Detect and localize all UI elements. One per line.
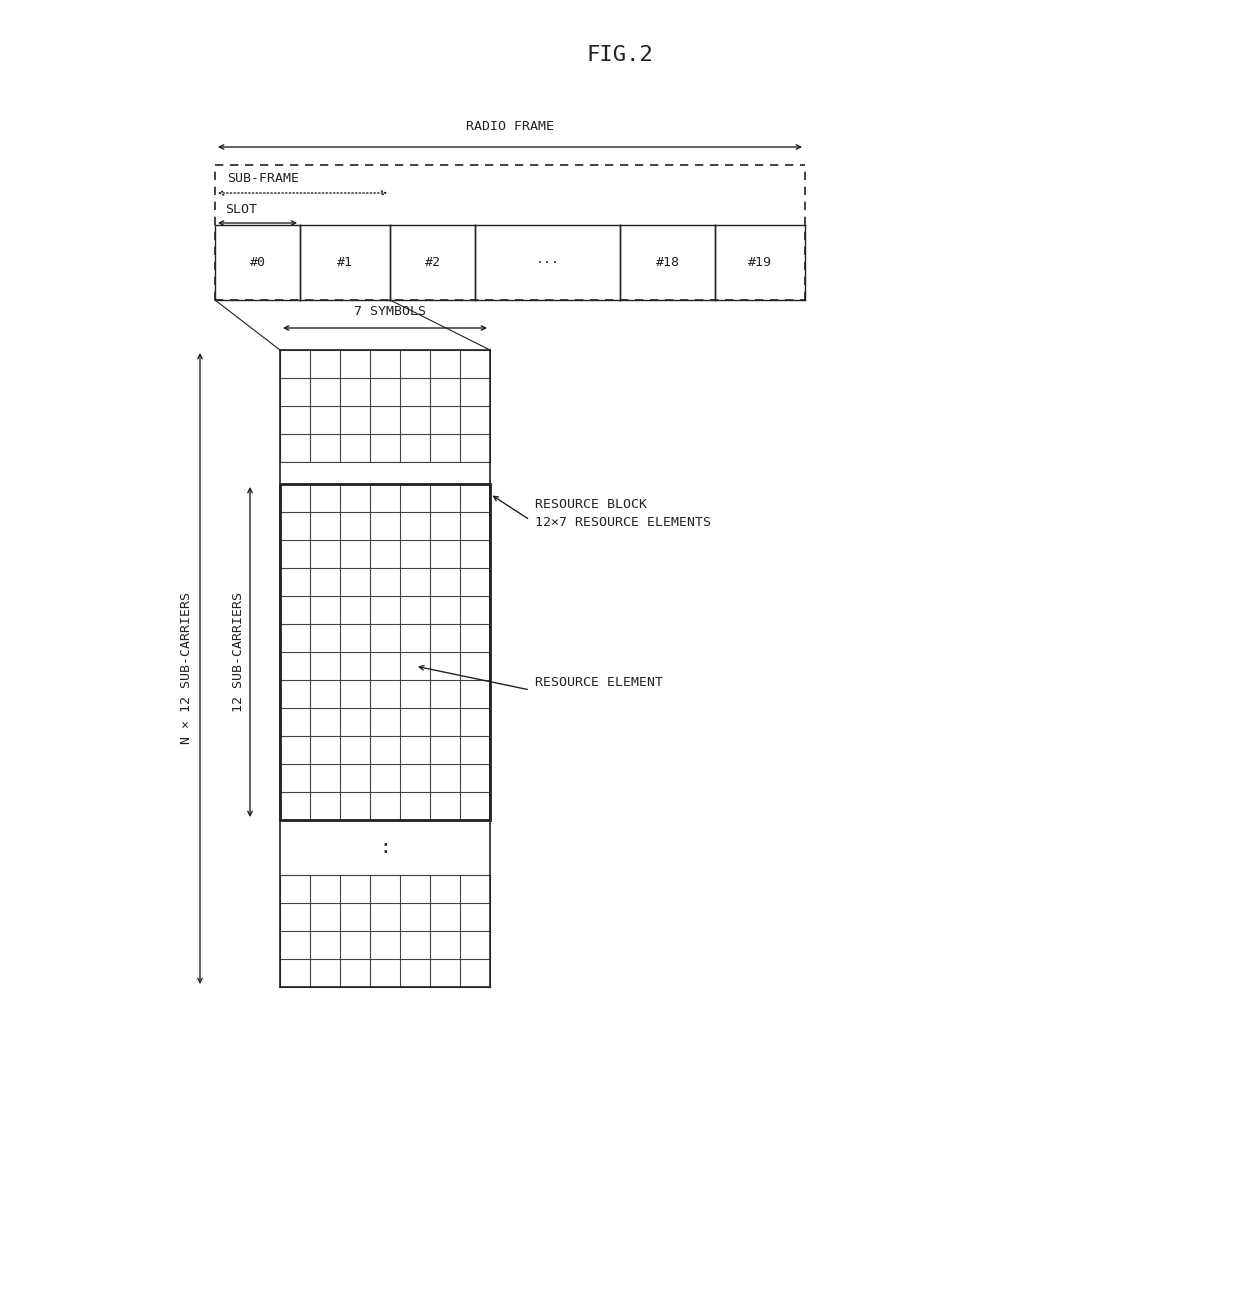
- Text: ···: ···: [536, 255, 559, 269]
- Text: #19: #19: [748, 255, 773, 269]
- Text: RESOURCE BLOCK: RESOURCE BLOCK: [534, 498, 647, 511]
- Text: 12×7 RESOURCE ELEMENTS: 12×7 RESOURCE ELEMENTS: [534, 516, 711, 528]
- Text: RADIO FRAME: RADIO FRAME: [466, 121, 554, 134]
- Bar: [280, 483, 490, 820]
- Text: FIG.2: FIG.2: [587, 45, 653, 66]
- Text: :: :: [379, 838, 391, 857]
- Bar: [280, 462, 490, 483]
- Text: N × 12 SUB-CARRIERS: N × 12 SUB-CARRIERS: [180, 592, 192, 744]
- Text: 12 SUB-CARRIERS: 12 SUB-CARRIERS: [232, 592, 244, 713]
- Text: 7 SYMBOLS: 7 SYMBOLS: [353, 305, 427, 318]
- Text: #18: #18: [656, 255, 680, 269]
- Text: #2: #2: [424, 255, 440, 269]
- Text: #1: #1: [337, 255, 353, 269]
- Text: RESOURCE ELEMENT: RESOURCE ELEMENT: [534, 676, 663, 689]
- Text: #0: #0: [249, 255, 265, 269]
- Bar: [280, 820, 490, 875]
- Text: SLOT: SLOT: [224, 203, 257, 216]
- Text: SUB-FRAME: SUB-FRAME: [227, 172, 299, 185]
